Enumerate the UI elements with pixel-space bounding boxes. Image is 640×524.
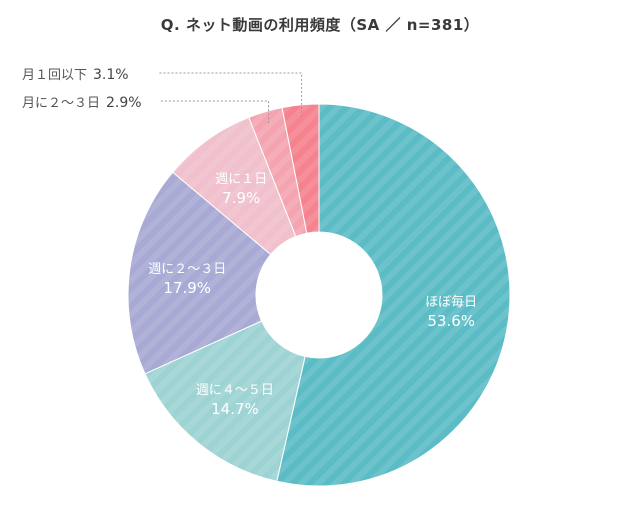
slice-label-outside-once-a-month: 月１回以下 3.1% xyxy=(22,64,129,83)
slice-label-text: 週に２～３日 xyxy=(148,262,226,277)
slice-label-outside-2-3-per-month: 月に２～３日 2.9% xyxy=(22,92,142,111)
pie-slice-texture xyxy=(276,104,510,486)
pie-slice-texture xyxy=(282,104,319,234)
pie-slice-texture xyxy=(127,172,271,374)
slice-label-value: 3.1% xyxy=(93,67,129,83)
chart-title: Q. ネット動画の利用頻度（SA ／ n=381） xyxy=(160,16,480,34)
slice-label-value: 17.9% xyxy=(163,279,211,297)
slice-label-value: 14.7% xyxy=(211,400,259,418)
slice-label-text: ほぼ毎日 xyxy=(425,294,477,310)
slice-label-text: 週に１日 xyxy=(215,172,267,187)
pie-slice-texture xyxy=(172,117,296,255)
slice-label-value: 53.6% xyxy=(427,312,475,330)
slice-label-text: 月１回以下 xyxy=(22,68,88,83)
slice-label-text: 週に４～５日 xyxy=(196,383,274,398)
slice-label-value: 7.9% xyxy=(222,189,260,207)
slice-label-text: 月に２～３日 xyxy=(22,96,101,111)
pie-slice-texture xyxy=(145,320,306,482)
slice-label-value: 2.9% xyxy=(106,95,142,111)
pie-slice-texture xyxy=(248,107,307,237)
